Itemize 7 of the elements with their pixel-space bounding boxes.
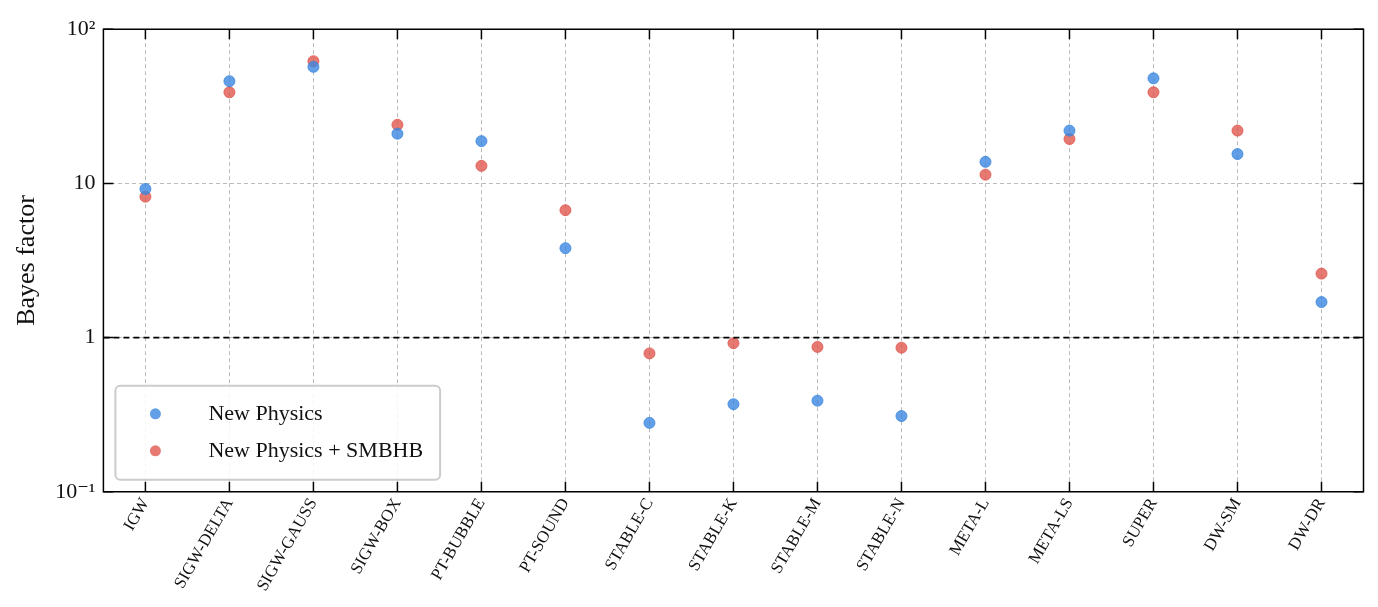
y-tick-label: 10² (66, 14, 96, 40)
y-tick-label: 10⁻¹ (55, 477, 96, 503)
y-tick-label: 1 (84, 323, 96, 349)
y-axis-title: Bayes factor (11, 194, 41, 326)
legend-label: New Physics + SMBHB (208, 436, 424, 462)
y-tick-label: 10 (73, 169, 96, 195)
legend-label: New Physics (208, 399, 323, 425)
